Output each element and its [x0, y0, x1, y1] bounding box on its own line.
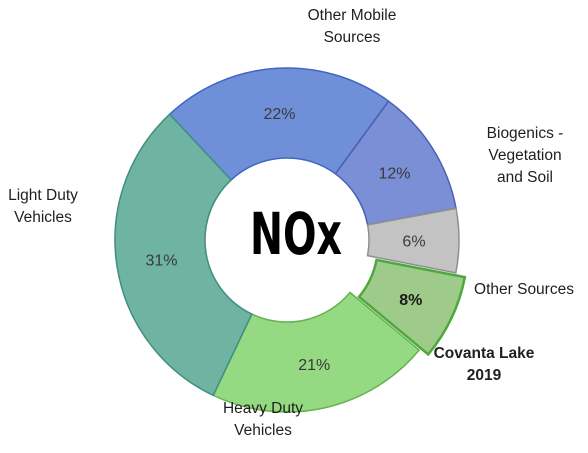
- slice-category-label: Vehicles: [234, 422, 292, 439]
- slice-percent-label: 31%: [145, 252, 177, 269]
- slice-percent-label: 21%: [298, 357, 330, 374]
- slice-category-label: Light Duty: [8, 187, 78, 204]
- slice-category-label: Other Mobile: [308, 7, 397, 24]
- slice-category-label: Vehicles: [14, 209, 72, 226]
- donut-slice: [366, 207, 460, 274]
- slice-category-label: Sources: [324, 29, 381, 46]
- slice-category-label: Vegetation: [488, 147, 561, 164]
- category-labels-layer: Other Mobile Sources Biogenics - Vegetation…: [8, 7, 574, 439]
- center-label: NOx: [250, 200, 342, 268]
- slice-percent-label: 6%: [402, 233, 425, 250]
- donut-slice: [357, 258, 467, 357]
- slice-category-label: Biogenics -: [487, 125, 564, 142]
- slice-category-label: Covanta Lake: [434, 345, 535, 362]
- slice-percent-label: 8%: [399, 292, 422, 309]
- percent-labels-layer: 22% 12% 6% 8% 21% 31%: [145, 106, 425, 374]
- slices-layer: [114, 67, 467, 413]
- slice-percent-label: 12%: [378, 165, 410, 182]
- donut-hole: [206, 159, 368, 321]
- donut-slice: [168, 67, 390, 182]
- slice-category-label: and Soil: [497, 169, 553, 186]
- donut-slice: [114, 113, 253, 397]
- donut-slice: [212, 291, 421, 413]
- slice-category-label: 2019: [467, 367, 502, 384]
- slice-category-label: Other Sources: [474, 281, 574, 298]
- slice-category-label: Heavy Duty: [223, 400, 303, 417]
- slice-percent-label: 22%: [263, 106, 295, 123]
